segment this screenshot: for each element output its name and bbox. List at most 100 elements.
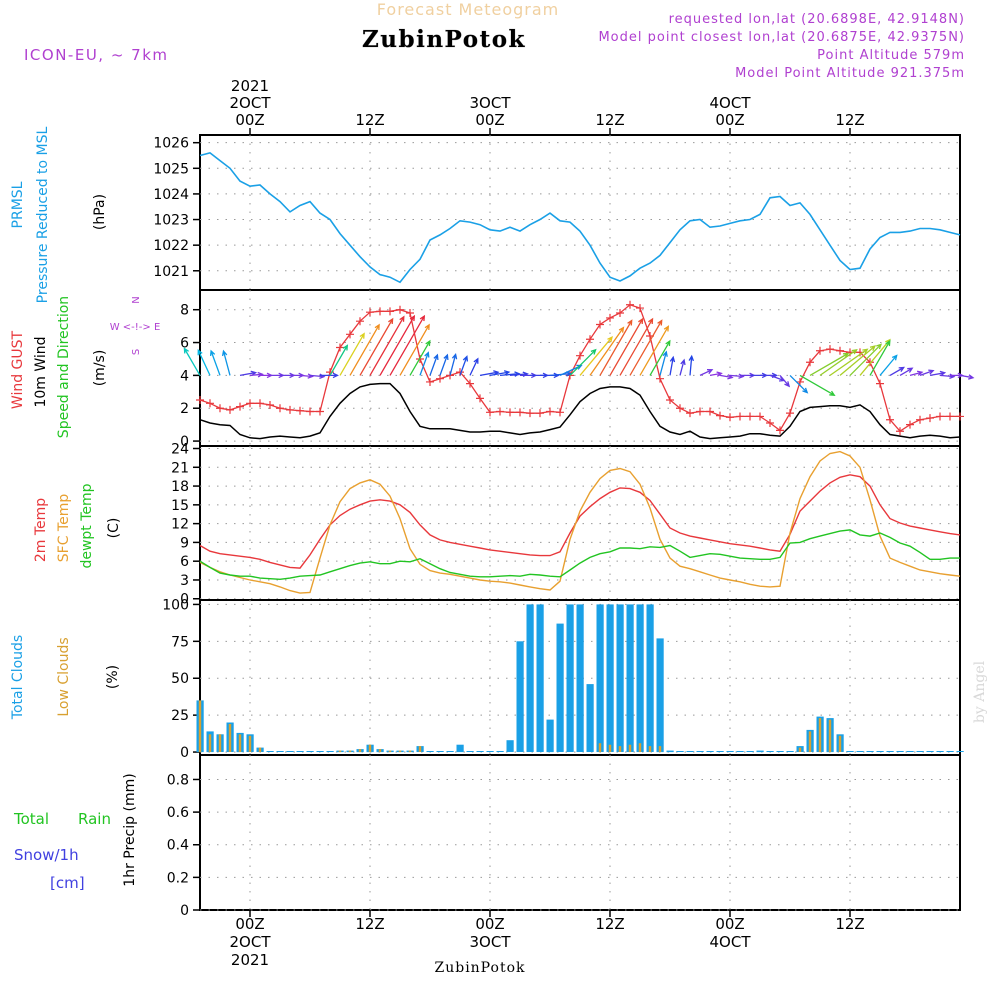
cloud-low-bar	[368, 744, 372, 753]
wind-arrow	[389, 314, 426, 376]
gust-marker	[896, 427, 904, 436]
wind-arrow	[469, 357, 479, 376]
cloud-low-bar	[338, 750, 342, 753]
cloud-total-bar	[596, 604, 604, 752]
compass-n: N	[131, 296, 142, 303]
wind-arrow	[609, 317, 644, 376]
model-altitude: Model Point Altitude 921.375m	[735, 66, 965, 81]
cloud-low-bar	[608, 744, 612, 753]
gust-marker	[936, 412, 944, 421]
wind-arrow	[779, 374, 791, 388]
gust-marker	[276, 404, 284, 413]
wind-arrow	[799, 374, 836, 396]
gust-marker	[516, 408, 524, 417]
temp-tick-label: 6	[180, 554, 189, 570]
cloud-total-bar	[646, 604, 654, 752]
cloud-label-low: Low Clouds	[56, 637, 72, 716]
cloud-total-bar	[326, 751, 334, 752]
cloud-total-bar	[766, 751, 774, 752]
precip-tick-label: 0	[180, 903, 189, 919]
gust-marker	[606, 313, 614, 322]
gust-marker	[946, 412, 954, 421]
gust-marker	[386, 307, 394, 316]
gust-marker	[376, 307, 384, 316]
cloud-label-total: Total Clouds	[10, 635, 26, 720]
cloud-total-bar	[606, 604, 614, 752]
wind-arrow	[639, 325, 670, 376]
wind-arrow	[909, 370, 924, 377]
wind-arrow	[688, 354, 695, 376]
wind-arrow	[849, 343, 883, 376]
gust-marker	[476, 394, 484, 403]
wind-tick-label: 0	[180, 434, 189, 450]
gust-marker	[256, 399, 264, 408]
cloud-low-bar	[828, 719, 832, 753]
gust-marker	[706, 407, 714, 416]
cloud-total-bar	[916, 751, 924, 752]
gust-marker	[626, 300, 634, 309]
wind-arrow	[669, 355, 676, 376]
cloud-low-bar	[228, 724, 232, 752]
location-title: ZubinPotok	[362, 26, 526, 53]
watermark: by Angel	[972, 660, 988, 723]
cloud-low-bar	[618, 746, 622, 752]
gust-marker	[496, 407, 504, 416]
gust-marker	[466, 379, 474, 388]
cloud-total-bar	[566, 604, 574, 752]
wind-arrow	[699, 369, 714, 376]
gust-marker	[206, 399, 214, 408]
gust-marker	[246, 399, 254, 408]
gust-marker	[956, 412, 964, 421]
wind-arrow	[409, 339, 431, 376]
wind-arrow	[879, 354, 898, 376]
pressure-tick-label: 1021	[153, 264, 189, 280]
top-title: Forecast Meteogram	[377, 0, 559, 19]
wind-arrow	[829, 348, 869, 376]
precip-label-rain: Rain	[78, 810, 111, 828]
gust-marker	[736, 412, 744, 421]
cloud-low-bar	[358, 749, 362, 753]
cloud-total-bar	[626, 604, 634, 752]
temp-tick-label: 15	[171, 498, 189, 514]
pressure-line	[199, 152, 961, 284]
wind-arrow	[489, 370, 511, 377]
gust-marker	[766, 419, 774, 428]
pressure-label-unit: (hPa)	[92, 194, 108, 230]
wind-arrow	[819, 348, 858, 376]
wind-tick-label: 8	[180, 303, 189, 319]
cloud-total-bar	[476, 751, 484, 752]
wind-arrow	[679, 358, 686, 376]
wind-arrow	[629, 319, 663, 376]
cloud-total-bar	[696, 751, 704, 752]
top-axis-label: 2021	[231, 77, 269, 95]
temp-tick-label: 9	[180, 535, 189, 551]
gust-marker	[786, 409, 794, 418]
cloud-total-bar	[786, 751, 794, 752]
pressure-label-prmsl: PRMSL	[10, 181, 26, 228]
gust-marker	[336, 343, 344, 352]
cloud-total-bar	[866, 751, 874, 752]
pressure-tick-label: 1025	[153, 161, 189, 177]
cloud-total-bar	[466, 751, 474, 752]
bottom-axis-label: 4OCT	[710, 933, 752, 951]
cloud-total-bar	[716, 751, 724, 752]
wind-label-unit: (m/s)	[92, 350, 108, 387]
gust-marker	[716, 411, 724, 420]
wind-arrow	[183, 347, 201, 376]
wind-arrow	[589, 326, 625, 376]
cloud-total-bar	[746, 751, 754, 752]
cloud-low-bar	[208, 734, 212, 752]
cloud-low-bar	[638, 743, 642, 753]
top-axis-label: 00Z	[235, 111, 264, 129]
cloud-total-bar	[636, 604, 644, 752]
gust-marker	[746, 412, 754, 421]
cloud-total-bar	[856, 751, 864, 752]
cloud-total-bar	[266, 751, 274, 752]
gust-marker	[696, 407, 704, 416]
gust-marker	[316, 407, 324, 416]
gust-marker	[836, 346, 844, 355]
clouds-tick-label: 0	[180, 745, 189, 761]
cloud-low-bar	[798, 747, 802, 752]
wind-arrow	[579, 336, 613, 376]
